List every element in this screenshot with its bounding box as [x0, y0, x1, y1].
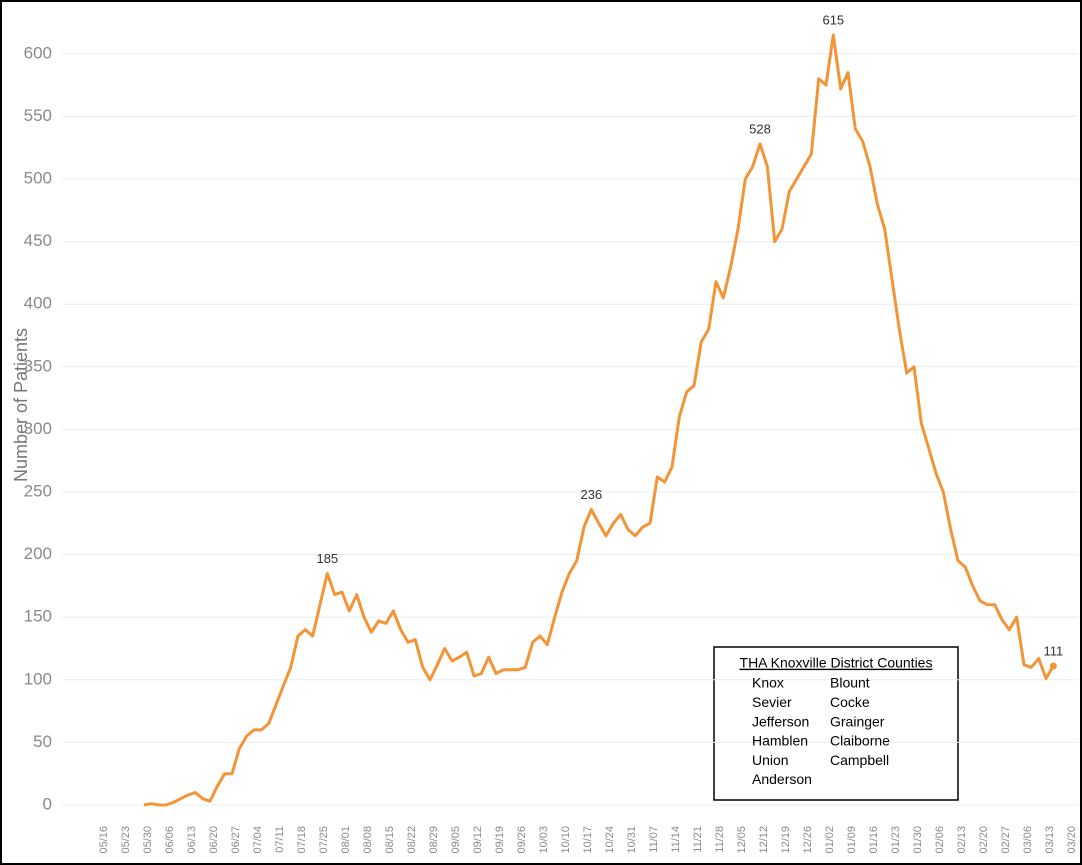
x-tick-label: 06/13 — [186, 826, 198, 854]
x-tick-label: 03/20 — [1066, 826, 1078, 854]
x-tick-label: 09/19 — [494, 826, 506, 854]
legend-item: Knox — [752, 675, 784, 691]
x-tick-label: 09/26 — [516, 826, 528, 854]
x-tick-label: 08/15 — [384, 826, 396, 854]
y-tick-label: 150 — [24, 607, 52, 626]
y-tick-label: 250 — [24, 481, 52, 500]
x-tick-label: 01/30 — [912, 826, 924, 854]
x-tick-label: 07/25 — [318, 826, 330, 854]
x-tick-label: 03/13 — [1044, 826, 1056, 854]
legend-item: Blount — [830, 675, 870, 691]
legend-item: Campbell — [830, 752, 889, 768]
x-tick-label: 10/10 — [560, 826, 572, 854]
x-tick-label: 08/01 — [340, 826, 352, 854]
x-tick-label: 07/11 — [274, 826, 286, 853]
x-tick-label: 11/07 — [648, 826, 660, 853]
y-tick-label: 0 — [43, 794, 52, 813]
legend-item: Grainger — [830, 713, 885, 729]
data-label: 528 — [749, 121, 771, 136]
end-marker — [1049, 662, 1057, 670]
x-tick-label: 05/16 — [98, 826, 110, 854]
x-tick-label: 02/06 — [934, 826, 946, 854]
y-tick-label: 50 — [33, 732, 52, 751]
y-tick-label: 100 — [24, 669, 52, 688]
x-tick-label: 02/13 — [956, 826, 968, 854]
x-tick-label: 07/18 — [296, 826, 308, 854]
x-tick-label: 05/30 — [142, 826, 154, 854]
x-tick-label: 12/05 — [736, 826, 748, 854]
x-tick-label: 01/09 — [846, 826, 858, 854]
x-tick-label: 01/16 — [868, 826, 880, 854]
legend-item: Claiborne — [830, 733, 890, 749]
x-tick-label: 02/20 — [978, 826, 990, 854]
x-tick-label: 05/23 — [120, 826, 132, 854]
x-tick-label: 08/29 — [428, 826, 440, 854]
y-axis-label: Number of Patients — [11, 328, 31, 482]
x-tick-label: 10/24 — [604, 826, 616, 854]
y-tick-label: 450 — [24, 231, 52, 250]
y-tick-label: 500 — [24, 168, 52, 187]
x-tick-label: 11/21 — [692, 826, 704, 853]
y-tick-label: 550 — [24, 106, 52, 125]
x-tick-label: 09/12 — [472, 826, 484, 854]
data-line — [143, 33, 1055, 807]
x-tick-label: 12/12 — [758, 826, 770, 854]
x-tick-label: 06/06 — [164, 826, 176, 854]
x-tick-label: 06/20 — [208, 826, 220, 854]
y-tick-label: 400 — [24, 294, 52, 313]
data-label: 111 — [1043, 643, 1063, 658]
x-tick-label: 09/05 — [450, 826, 462, 854]
x-tick-label: 10/17 — [582, 826, 594, 854]
x-tick-label: 12/26 — [802, 826, 814, 854]
data-label: 615 — [822, 12, 844, 27]
legend-title: THA Knoxville District Counties — [740, 655, 933, 671]
data-label: 236 — [580, 487, 602, 502]
data-label: 185 — [316, 551, 338, 566]
legend-item: Union — [752, 752, 789, 768]
x-tick-label: 01/23 — [890, 826, 902, 854]
x-tick-label: 08/08 — [362, 826, 374, 854]
x-tick-label: 08/22 — [406, 826, 418, 854]
x-tick-label: 12/19 — [780, 826, 792, 854]
legend-box — [713, 646, 959, 801]
x-tick-label: 03/06 — [1022, 826, 1034, 854]
legend-item: Jefferson — [752, 713, 809, 729]
y-tick-label: 300 — [24, 419, 52, 438]
x-tick-label: 01/02 — [824, 826, 836, 854]
legend-item: Cocke — [830, 694, 870, 710]
legend-item: Sevier — [752, 694, 792, 710]
legend-item: Anderson — [752, 771, 812, 787]
x-tick-label: 02/27 — [1000, 826, 1012, 854]
x-tick-label: 11/14 — [670, 826, 682, 853]
x-tick-label: 06/27 — [230, 826, 242, 854]
x-tick-label: 07/04 — [252, 826, 264, 854]
y-tick-label: 350 — [24, 356, 52, 375]
x-tick-label: 11/28 — [714, 826, 726, 853]
x-tick-label: 10/31 — [626, 826, 638, 854]
legend-item: Hamblen — [752, 733, 808, 749]
y-tick-label: 600 — [24, 43, 52, 62]
y-tick-label: 200 — [24, 544, 52, 563]
x-tick-label: 10/03 — [538, 826, 550, 854]
